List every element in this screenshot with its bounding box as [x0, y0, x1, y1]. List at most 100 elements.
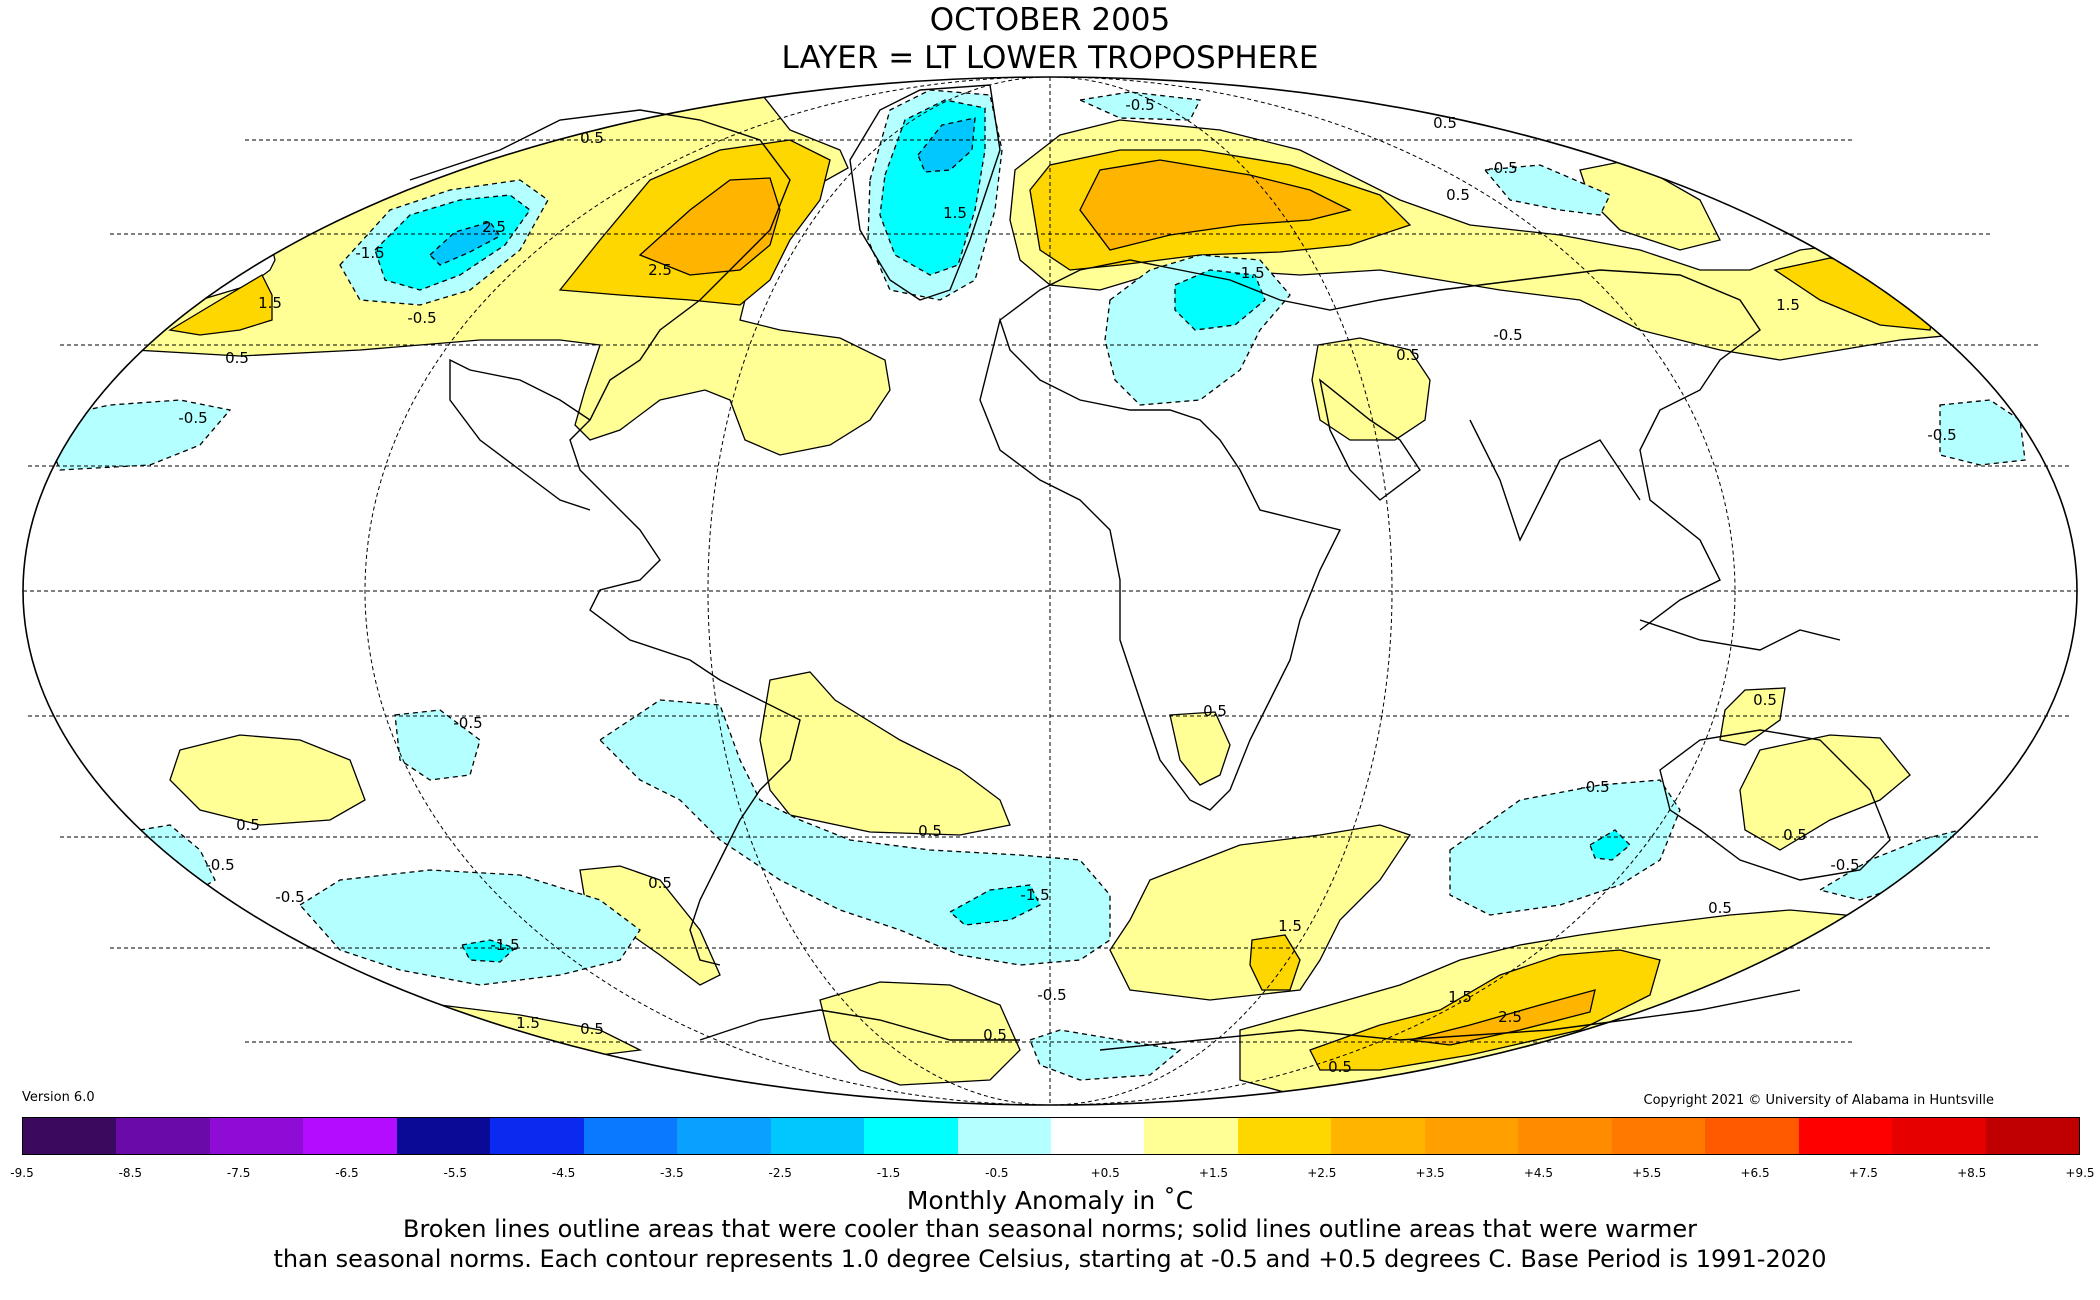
anomaly-region-hot [1079, 159, 1352, 251]
anomaly-region-warm [1169, 711, 1231, 786]
color-swatch [1424, 1118, 1519, 1154]
color-scale-tick: +0.5 [1090, 1166, 1120, 1180]
color-scale-tick: -5.5 [443, 1166, 467, 1180]
anomaly-region-cold [1589, 829, 1631, 861]
color-swatch [396, 1118, 491, 1154]
contour-label: -0.5 [1580, 778, 1609, 796]
color-scale-tick: -6.5 [335, 1166, 359, 1180]
color-scale-tick: +7.5 [1848, 1166, 1878, 1180]
contour-label: 0.5 [225, 349, 249, 367]
coastlines [409, 84, 1891, 1051]
color-swatch [1985, 1118, 2079, 1154]
anomaly-region-very-cold [917, 117, 976, 173]
color-scale-tick: -8.5 [118, 1166, 143, 1180]
contour-label: 1.5 [516, 1014, 540, 1032]
explanation-line-1: Broken lines outline areas that were coo… [403, 1215, 1697, 1243]
contour-label: -1.5 [490, 936, 519, 954]
contour-labels: 0.5 -1.5 2.5 2.5 -0.5 1.5 0.5 -0.5 1.5 -0.5 0.5 -0.… [178, 96, 1956, 1076]
color-swatch [583, 1118, 678, 1154]
contour-label: 0.5 [580, 1020, 604, 1038]
color-swatch [1798, 1118, 1893, 1154]
contour-label: -0.5 [1927, 426, 1956, 444]
contour-label: 1.5 [1278, 917, 1302, 935]
contour-label: -0.5 [1488, 159, 1517, 177]
contour-label: 0.5 [918, 822, 942, 840]
contour-label: -0.5 [453, 714, 482, 732]
color-scale-tick: +5.5 [1632, 1166, 1662, 1180]
contour-label: -0.5 [178, 409, 207, 427]
contour-label: 0.5 [1203, 702, 1227, 720]
anomaly-region-cool [139, 824, 216, 896]
color-swatch [1331, 1118, 1425, 1154]
anomaly-region-cool [1077, 91, 1201, 121]
contour-label: 0.5 [236, 816, 260, 834]
color-scale-tick: +8.5 [1957, 1166, 1987, 1180]
contour-label: -1.5 [1020, 886, 1049, 904]
explanation-line-2: than seasonal norms. Each contour repres… [273, 1245, 1827, 1273]
anomaly-region-hot [638, 177, 781, 276]
color-scale-tick: -0.5 [985, 1166, 1009, 1180]
copyright-label: Copyright 2021 © University of Alabama i… [1643, 1093, 1994, 1108]
contour-label: 0.5 [983, 1026, 1007, 1044]
units-label: Monthly Anomaly in ˚C [906, 1186, 1194, 1215]
color-scale-tick: -1.5 [876, 1166, 901, 1180]
anomaly-region-cool [299, 869, 641, 986]
color-scale-tick: +9.5 [2065, 1166, 2095, 1180]
color-swatch [490, 1118, 584, 1154]
anomaly-region-warm [1739, 734, 1911, 851]
contour-label: 0.5 [1753, 691, 1777, 709]
color-scale-tick: +2.5 [1307, 1166, 1337, 1180]
anomaly-map: 0.5 -1.5 2.5 2.5 -0.5 1.5 0.5 -0.5 1.5 -0.5 0.5 -0.… [22, 76, 2078, 1106]
contour-label: -0.5 [205, 856, 234, 874]
anomaly-region-hot [1409, 989, 1596, 1046]
contour-label: 2.5 [648, 261, 672, 279]
contour-label: -0.5 [1037, 986, 1066, 1004]
color-swatch [770, 1118, 865, 1154]
anomaly-region-cool [39, 399, 232, 471]
anomaly-region-cool [394, 709, 481, 781]
contour-label: 1.5 [943, 204, 967, 222]
contour-label: -0.5 [1830, 856, 1859, 874]
anomaly-region-warm [1109, 824, 1412, 1001]
contour-label: -0.5 [1125, 96, 1154, 114]
contour-label: 0.5 [1446, 186, 1470, 204]
contour-label: 0.5 [1783, 826, 1807, 844]
contour-label: -0.5 [1493, 326, 1522, 344]
color-scale-tick: -2.5 [768, 1166, 792, 1180]
globe-outline [22, 76, 2078, 1106]
color-scale-tick: +4.5 [1523, 1166, 1553, 1180]
color-swatch [677, 1118, 771, 1154]
color-swatch [1892, 1118, 1986, 1154]
anomaly-fill-layer [39, 89, 2026, 1105]
anomaly-region-cool [1939, 399, 2026, 466]
color-swatch [23, 1118, 117, 1154]
color-scale-tick: +1.5 [1198, 1166, 1229, 1180]
contour-label: 1.5 [1448, 988, 1472, 1006]
contour-label: 0.5 [1328, 1058, 1352, 1076]
color-scale-ticks: -9.5 -8.5 -7.5 -6.5 -5.5 -4.5 -3.5 -2.5 -1.5 -0.5… [10, 1166, 2094, 1182]
anomaly-region-cold [461, 939, 517, 963]
color-swatch [116, 1118, 210, 1154]
anomaly-region-cold [948, 884, 1041, 926]
color-swatch [1237, 1118, 1332, 1154]
contour-label: 2.5 [482, 218, 506, 236]
anomaly-region-warm [1311, 337, 1431, 441]
anomaly-region-cool [1449, 779, 1681, 916]
layer-subtitle: LAYER = LT LOWER TROPOSPHERE [781, 40, 1319, 76]
contour-label: 0.5 [1433, 114, 1457, 132]
anomaly-region-warm [819, 981, 1021, 1086]
color-scale-tick: -3.5 [660, 1166, 684, 1180]
contour-label: 1.5 [1776, 296, 1800, 314]
map-title: OCTOBER 2005 [929, 2, 1171, 38]
contour-label: 0.5 [580, 129, 604, 147]
anomaly-region-very-cold [429, 221, 501, 266]
contour-label: 0.5 [1396, 346, 1420, 364]
anomaly-region-warm [759, 671, 1011, 836]
color-scale-bar [22, 1117, 2080, 1155]
version-label: Version 6.0 [22, 1090, 95, 1105]
contour-label: 0.5 [648, 874, 672, 892]
color-swatch [1518, 1118, 1612, 1154]
contour-label: 1.5 [258, 294, 282, 312]
color-swatch [1144, 1118, 1238, 1154]
contour-label: 2.5 [1498, 1008, 1522, 1026]
